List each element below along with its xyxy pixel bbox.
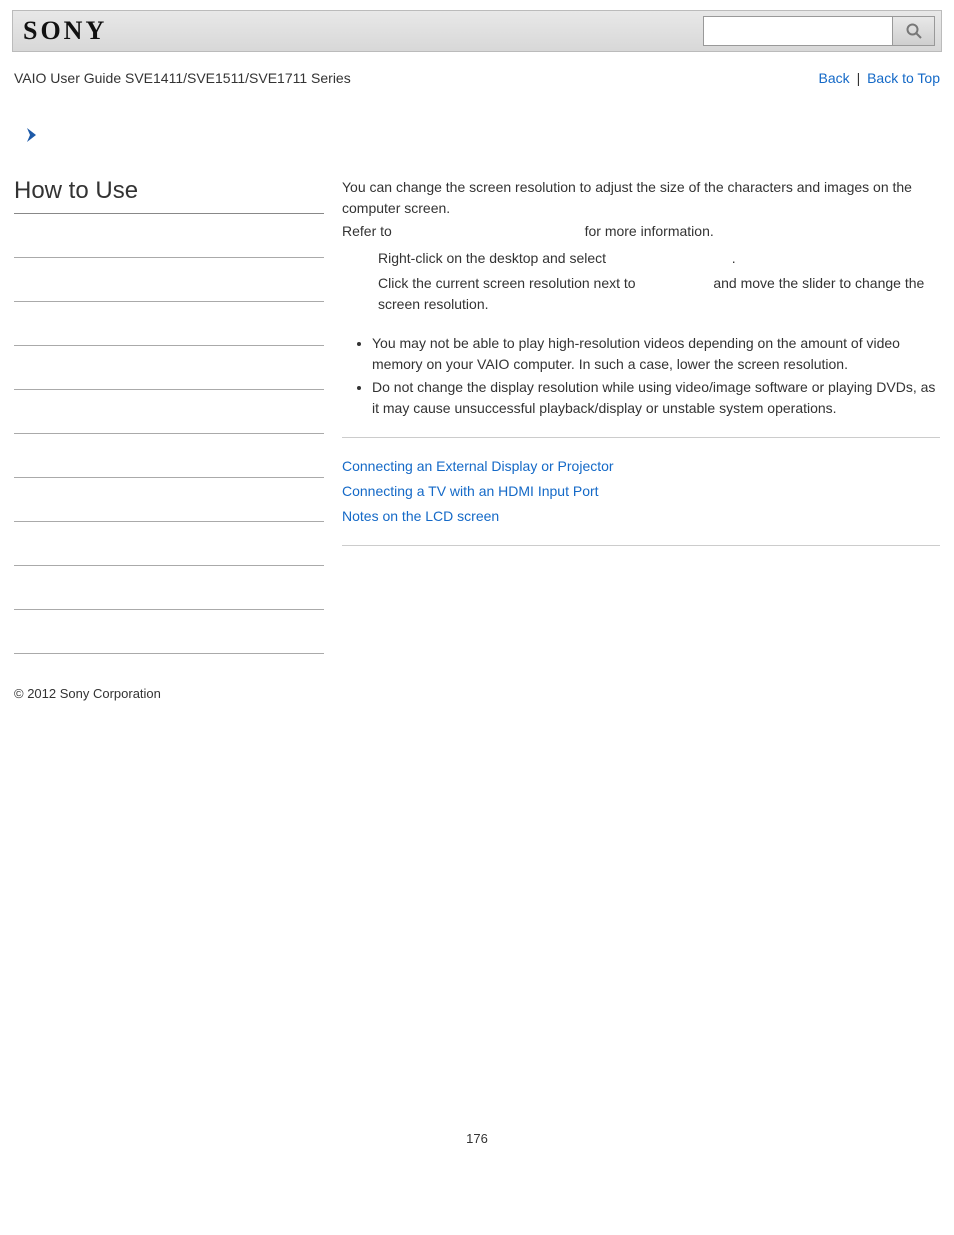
related-link[interactable]: Notes on the LCD screen — [342, 506, 940, 527]
chevron-area — [24, 126, 954, 147]
divider — [342, 437, 940, 438]
intro-paragraph: You can change the screen resolution to … — [342, 177, 940, 219]
note-item: Do not change the display resolution whi… — [372, 377, 940, 419]
refer-prefix: Refer to — [342, 223, 392, 239]
back-to-top-link[interactable]: Back to Top — [867, 70, 940, 86]
note-item: You may not be able to play high-resolut… — [372, 333, 940, 375]
step-2: Click the current screen resolution next… — [378, 273, 940, 315]
search-button[interactable] — [893, 16, 935, 46]
search-input[interactable] — [703, 16, 893, 46]
copyright-text: © 2012 Sony Corporation — [14, 686, 161, 701]
search-wrap — [703, 16, 935, 46]
notes-list: You may not be able to play high-resolut… — [360, 333, 940, 419]
main-area: How to Use You can change the screen res… — [14, 177, 940, 654]
sidebar-item[interactable] — [14, 610, 324, 654]
separator: | — [857, 70, 861, 86]
sidebar-item[interactable] — [14, 522, 324, 566]
guide-title: VAIO User Guide SVE1411/SVE1511/SVE1711 … — [14, 70, 351, 86]
content-area: You can change the screen resolution to … — [324, 177, 940, 654]
divider — [342, 545, 940, 546]
sidebar-item[interactable] — [14, 478, 324, 522]
sidebar-item[interactable] — [14, 258, 324, 302]
related-link[interactable]: Connecting a TV with an HDMI Input Port — [342, 481, 940, 502]
step-1-text-a: Right-click on the desktop and select — [378, 250, 606, 266]
magnifier-icon — [905, 22, 923, 40]
header-bar: SONY — [12, 10, 942, 52]
step-1: Right-click on the desktop and select . — [378, 248, 940, 269]
sony-logo: SONY — [23, 16, 107, 46]
sidebar-item[interactable] — [14, 214, 324, 258]
nav-links: Back | Back to Top — [819, 70, 940, 86]
sidebar-item[interactable] — [14, 346, 324, 390]
sidebar-heading: How to Use — [14, 177, 324, 214]
related-link[interactable]: Connecting an External Display or Projec… — [342, 456, 940, 477]
breadcrumb-row: VAIO User Guide SVE1411/SVE1511/SVE1711 … — [14, 70, 940, 86]
back-link[interactable]: Back — [819, 70, 850, 86]
related-links: Connecting an External Display or Projec… — [342, 456, 940, 527]
sidebar: How to Use — [14, 177, 324, 654]
sidebar-item[interactable] — [14, 302, 324, 346]
sidebar-item[interactable] — [14, 434, 324, 478]
refer-line: Refer to for more information. — [342, 221, 940, 242]
steps-list: Right-click on the desktop and select . … — [378, 248, 940, 315]
refer-suffix: for more information. — [585, 223, 714, 239]
step-1-text-b: . — [732, 250, 736, 266]
page-number: 176 — [0, 1131, 954, 1166]
footer: © 2012 Sony Corporation — [14, 686, 940, 701]
chevron-right-icon — [24, 126, 42, 144]
step-2-text-a: Click the current screen resolution next… — [378, 275, 636, 291]
sidebar-item[interactable] — [14, 566, 324, 610]
sidebar-item[interactable] — [14, 390, 324, 434]
